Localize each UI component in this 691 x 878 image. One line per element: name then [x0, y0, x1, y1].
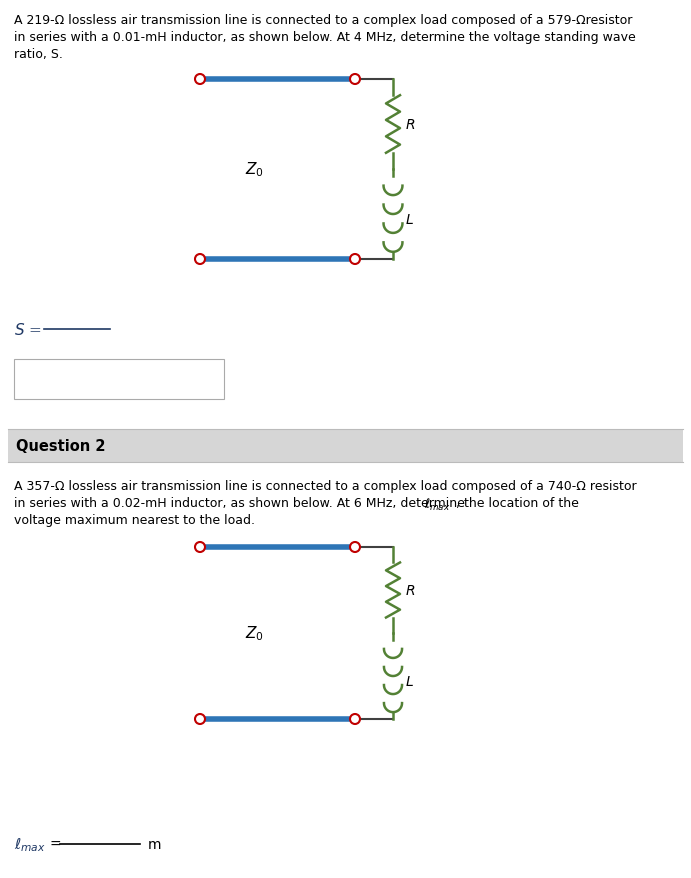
Circle shape	[195, 75, 205, 85]
Text: , the location of the: , the location of the	[456, 496, 579, 509]
Circle shape	[350, 543, 360, 552]
Text: $L$: $L$	[405, 212, 414, 227]
Text: in series with a 0.02-mH inductor, as shown below. At 6 MHz, determine: in series with a 0.02-mH inductor, as sh…	[14, 496, 469, 509]
Text: $Z_0$: $Z_0$	[245, 624, 264, 643]
Text: $S$ =: $S$ =	[14, 321, 41, 338]
Text: A 357-Ω lossless air transmission line is connected to a complex load composed o: A 357-Ω lossless air transmission line i…	[14, 479, 636, 493]
Text: $L$: $L$	[405, 674, 414, 688]
Circle shape	[350, 255, 360, 264]
Text: =: =	[50, 837, 61, 851]
Text: $R$: $R$	[405, 583, 415, 597]
Circle shape	[350, 714, 360, 724]
Text: m: m	[148, 837, 162, 851]
Text: Question 2: Question 2	[16, 439, 106, 454]
Circle shape	[195, 543, 205, 552]
Text: voltage maximum nearest to the load.: voltage maximum nearest to the load.	[14, 514, 255, 527]
Text: ratio, S.: ratio, S.	[14, 48, 63, 61]
Text: $Z_0$: $Z_0$	[245, 161, 264, 179]
Text: $\ell_{max}$: $\ell_{max}$	[14, 835, 46, 853]
Bar	[14, 360, 224, 399]
Text: $R$: $R$	[405, 118, 415, 132]
Text: in series with a 0.01-mH inductor, as shown below. At 4 MHz, determine the volta: in series with a 0.01-mH inductor, as sh…	[14, 31, 636, 44]
Bar	[8, 430, 683, 463]
Circle shape	[350, 75, 360, 85]
Text: A 219-Ω lossless air transmission line is connected to a complex load composed o: A 219-Ω lossless air transmission line i…	[14, 14, 632, 27]
Circle shape	[195, 255, 205, 264]
Circle shape	[195, 714, 205, 724]
Text: $\ell_{max}$: $\ell_{max}$	[424, 496, 451, 513]
